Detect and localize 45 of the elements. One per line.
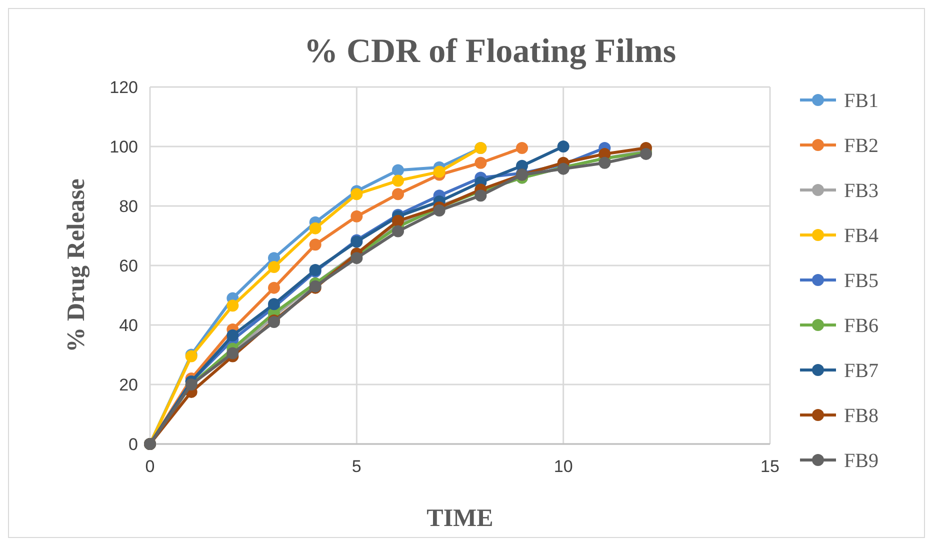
x-tick-label: 15 [760, 457, 780, 476]
point [350, 188, 363, 200]
y-tick-label: 80 [119, 196, 138, 216]
point [350, 252, 363, 264]
point [268, 298, 280, 310]
y-tick-label: 40 [119, 316, 138, 335]
point [392, 225, 404, 238]
point [516, 142, 528, 154]
point [226, 300, 239, 312]
point [474, 156, 487, 169]
point [557, 140, 570, 152]
y-tick-label: 120 [110, 78, 138, 97]
point [309, 238, 322, 251]
point [309, 222, 322, 234]
y-tick-label: 60 [119, 256, 138, 276]
legend-label: FB3 [844, 180, 878, 202]
point [392, 164, 404, 176]
point [392, 188, 404, 200]
point [392, 174, 404, 187]
legend-label: FB8 [844, 405, 878, 427]
point [350, 210, 363, 222]
point [598, 156, 611, 169]
point [268, 260, 280, 273]
legend-label: FB4 [844, 225, 878, 247]
x-axis-title: TIME [426, 505, 494, 532]
chart-title: % CDR of Floating Films [304, 33, 676, 70]
y-tick-label: 100 [110, 137, 138, 156]
x-tick-label: 10 [554, 457, 573, 476]
y-tick-label: 0 [128, 434, 138, 454]
point [226, 329, 239, 342]
legend-label: FB7 [844, 360, 878, 382]
point [474, 190, 487, 202]
point [433, 166, 446, 178]
x-tick-label: 5 [352, 457, 362, 476]
point [433, 204, 446, 216]
legend-label: FB6 [844, 315, 878, 337]
point [268, 282, 280, 294]
y-tick-label: 20 [119, 375, 138, 394]
legend-label: FB2 [844, 135, 878, 157]
point [392, 214, 404, 227]
legend-label: FB1 [844, 90, 878, 112]
legend-label: FB9 [844, 450, 878, 472]
y-axis-title: % Drug Release [63, 178, 90, 352]
x-tick-label: 0 [145, 457, 155, 476]
legend-label: FB5 [844, 270, 878, 292]
